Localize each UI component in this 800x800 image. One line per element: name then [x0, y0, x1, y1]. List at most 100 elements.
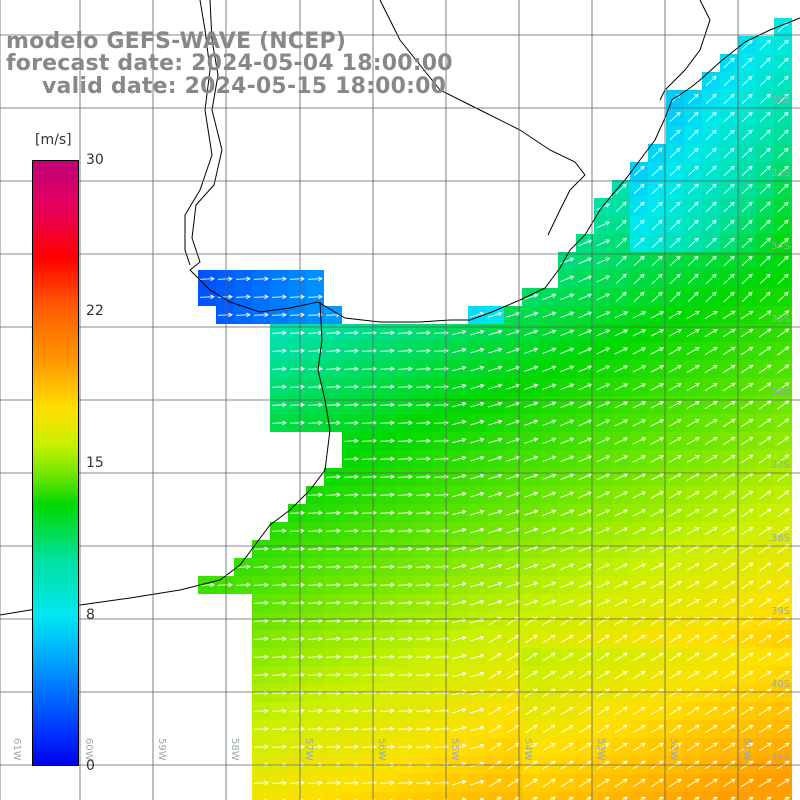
wind-arrow	[452, 545, 467, 552]
wind-arrow	[560, 401, 575, 409]
wind-arrow	[343, 402, 359, 408]
wind-arrow	[506, 383, 521, 390]
wind-arrow	[704, 346, 718, 355]
wind-arrow	[651, 237, 663, 249]
wind-arrow	[669, 291, 681, 303]
wind-arrow	[289, 708, 305, 714]
wind-arrow	[650, 599, 665, 607]
wind-arrow	[307, 564, 323, 570]
wind-arrow	[704, 778, 718, 788]
wind-arrow	[415, 456, 431, 462]
wind-arrow	[415, 708, 431, 714]
wind-arrow	[723, 147, 735, 159]
wind-arrow	[741, 111, 753, 123]
wind-arrow	[343, 528, 359, 534]
wind-arrow	[361, 654, 377, 660]
wind-arrow	[253, 276, 269, 282]
wind-arrow	[777, 147, 789, 159]
wind-arrow	[686, 383, 700, 391]
wind-arrow	[560, 670, 574, 680]
wind-arrow	[687, 291, 699, 303]
wind-arrow	[343, 600, 359, 606]
wind-arrow	[777, 111, 789, 123]
wind-arrow	[650, 652, 664, 662]
wind-arrow	[415, 402, 431, 408]
wind-arrow	[758, 310, 772, 320]
wind-arrow	[452, 437, 467, 444]
wind-arrow	[379, 582, 395, 588]
wind-arrow	[524, 509, 539, 516]
wind-arrow	[560, 652, 574, 662]
wind-arrow	[289, 384, 305, 390]
wind-arrow	[470, 671, 485, 678]
wind-arrow	[560, 365, 575, 373]
wind-arrow	[777, 310, 790, 320]
wind-arrow	[704, 598, 718, 607]
wind-arrow	[289, 780, 305, 786]
wind-arrow	[542, 347, 557, 354]
wind-arrow	[687, 219, 699, 231]
wind-arrow	[415, 492, 431, 498]
wind-arrow	[650, 365, 665, 373]
wind-arrow	[686, 527, 700, 535]
wind-arrow	[470, 311, 485, 318]
wind-cell	[648, 792, 666, 800]
wind-arrow	[596, 616, 610, 626]
wind-arrow	[759, 273, 771, 285]
coastline-upper	[379, 0, 586, 236]
wind-arrow	[361, 546, 377, 552]
wind-arrow	[578, 599, 593, 607]
wind-arrow	[452, 635, 467, 642]
wind-arrow	[632, 742, 646, 752]
wind-arrow	[415, 366, 431, 372]
wind-arrow	[560, 473, 575, 481]
wind-arrow	[253, 600, 269, 606]
wind-arrow	[777, 364, 790, 374]
wind-arrow	[651, 255, 663, 267]
wind-arrow	[325, 528, 341, 534]
wind-arrow	[650, 706, 664, 716]
wind-arrow	[650, 455, 665, 463]
wind-arrow	[596, 652, 610, 662]
wind-arrow	[704, 580, 718, 589]
wind-arrow	[722, 382, 736, 392]
wind-arrow	[632, 563, 647, 571]
wind-arrow	[722, 634, 736, 644]
wind-arrow	[596, 437, 611, 445]
wind-arrow	[705, 255, 717, 267]
wind-arrow	[307, 744, 323, 750]
wind-arrow	[704, 310, 718, 319]
wind-arrow	[632, 724, 646, 734]
wind-arrow	[542, 365, 557, 372]
wind-arrow	[307, 294, 323, 300]
wind-arrow	[722, 544, 736, 554]
wind-arrow	[759, 291, 771, 303]
wind-arrow	[325, 582, 341, 588]
wind-arrow	[470, 401, 485, 408]
wind-arrow	[723, 111, 735, 123]
wind-arrow	[614, 599, 629, 607]
wind-arrow	[343, 618, 359, 624]
wind-arrow	[343, 546, 359, 552]
wind-arrow	[740, 778, 754, 788]
wind-arrow	[325, 384, 341, 390]
wind-arrow	[650, 634, 664, 644]
wind-arrow	[687, 237, 699, 249]
wind-arrow	[307, 420, 323, 426]
wind-arrow	[686, 778, 700, 788]
wind-arrow	[722, 454, 736, 464]
wind-arrow	[758, 634, 772, 644]
wind-arrow	[704, 382, 718, 391]
wind-arrow	[253, 312, 269, 318]
wind-arrow	[289, 510, 305, 516]
wind-arrow	[271, 276, 287, 282]
wind-arrow	[307, 726, 323, 732]
wind-arrow	[397, 330, 413, 336]
wind-arrow	[704, 490, 718, 499]
wind-arrow	[668, 365, 682, 373]
longitude-label: 57W	[303, 738, 314, 761]
wind-arrow	[452, 473, 467, 480]
wind-arrow	[415, 744, 431, 750]
wind-arrow	[669, 237, 681, 249]
